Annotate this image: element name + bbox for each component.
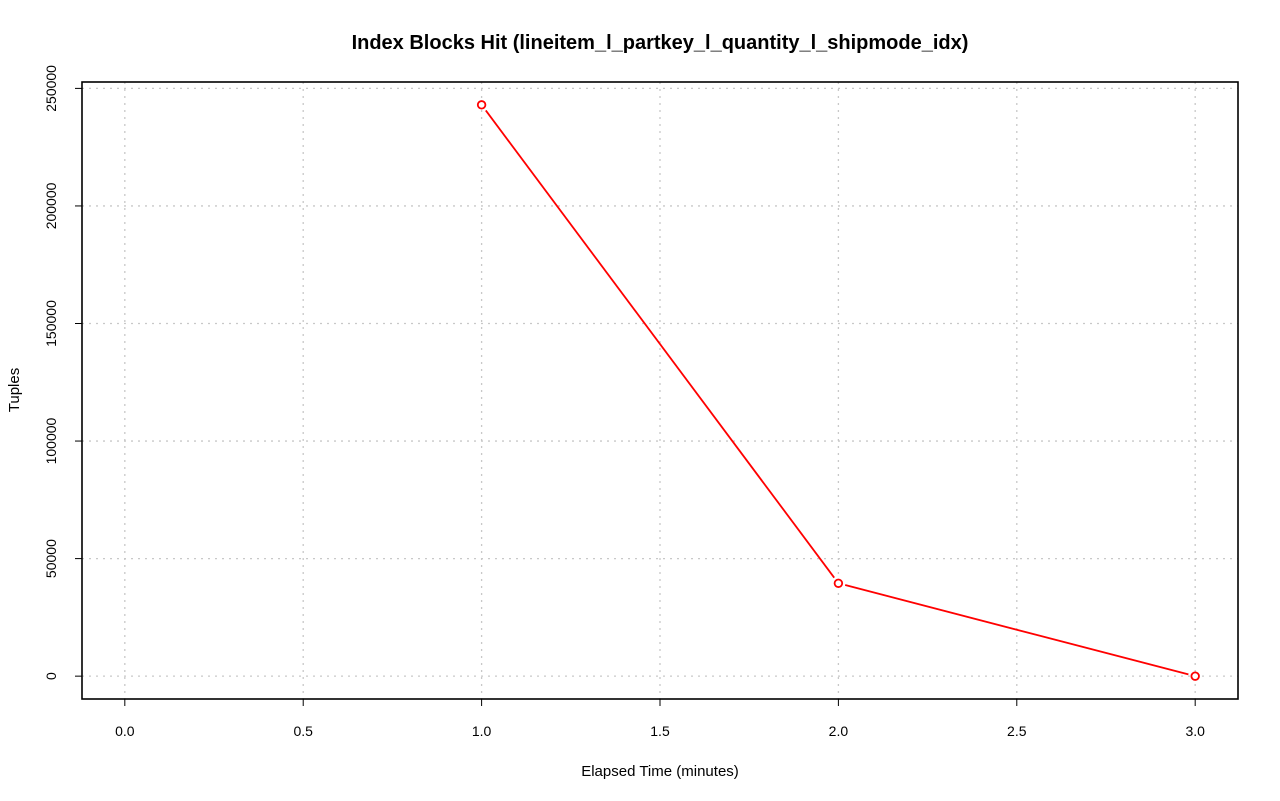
- x-tick-label-3: 1.5: [650, 723, 670, 739]
- chart-title: Index Blocks Hit (lineitem_l_partkey_l_q…: [352, 32, 969, 54]
- x-tick-label-6: 3.0: [1185, 723, 1205, 739]
- x-axis-label: Elapsed Time (minutes): [581, 763, 739, 780]
- y-tick-label-5: 250000: [43, 65, 59, 112]
- y-axis-label: Tuples: [6, 368, 23, 412]
- x-tick-label-0: 0.0: [115, 723, 135, 739]
- y-tick-label-4: 200000: [43, 182, 59, 229]
- y-axis: 0 50000 100000 150000 200000 250000: [43, 65, 82, 680]
- y-tick-label-3: 150000: [43, 300, 59, 347]
- series-0-point-1: [833, 578, 844, 588]
- x-tick-label-4: 2.0: [829, 723, 849, 739]
- y-tick-label-2: 100000: [43, 417, 59, 464]
- x-tick-label-5: 2.5: [1007, 723, 1027, 739]
- grid-lines: [82, 82, 1238, 699]
- x-tick-label-2: 1.0: [472, 723, 492, 739]
- data-series: [476, 100, 1200, 681]
- series-0-point-2: [1190, 671, 1200, 681]
- x-tick-label-1: 0.5: [293, 723, 313, 739]
- series-0-segment-1: [844, 584, 1189, 676]
- series-0-segment-0: [485, 109, 835, 579]
- series-0-point-0: [476, 100, 487, 110]
- y-tick-label-1: 50000: [43, 539, 59, 578]
- y-tick-label-0: 0: [43, 672, 59, 680]
- x-axis: 0.0 0.5 1.0 1.5 2.0 2.5 3.0: [115, 699, 1205, 739]
